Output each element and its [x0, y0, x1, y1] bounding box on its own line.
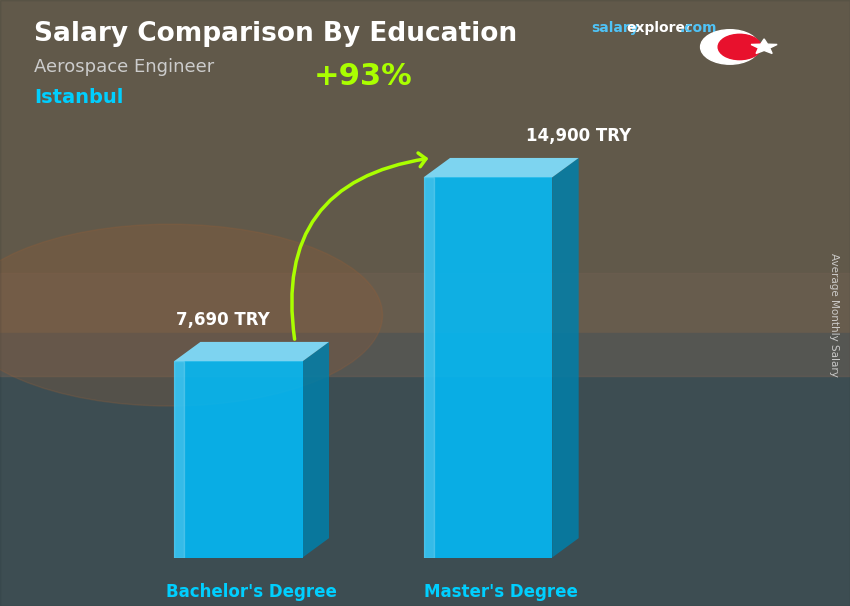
Bar [423, 178, 552, 558]
Text: explorer: explorer [626, 21, 692, 35]
Polygon shape [303, 342, 329, 558]
Polygon shape [174, 342, 329, 361]
Polygon shape [423, 178, 434, 558]
Bar [174, 361, 303, 558]
Polygon shape [552, 158, 579, 558]
Text: Istanbul: Istanbul [34, 88, 123, 107]
Polygon shape [423, 158, 579, 178]
Circle shape [718, 35, 761, 59]
Text: 14,900 TRY: 14,900 TRY [526, 127, 632, 145]
Text: Aerospace Engineer: Aerospace Engineer [34, 58, 214, 76]
Polygon shape [174, 361, 184, 558]
Text: Average Monthly Salary: Average Monthly Salary [829, 253, 839, 377]
Text: .com: .com [680, 21, 717, 35]
Text: salary: salary [591, 21, 638, 35]
Text: +93%: +93% [314, 62, 412, 91]
Circle shape [700, 30, 759, 64]
Polygon shape [751, 39, 777, 53]
Text: Master's Degree: Master's Degree [424, 583, 578, 601]
Ellipse shape [0, 224, 382, 406]
Text: Salary Comparison By Education: Salary Comparison By Education [34, 21, 517, 47]
Text: Bachelor's Degree: Bachelor's Degree [166, 583, 337, 601]
Text: 7,690 TRY: 7,690 TRY [176, 311, 270, 329]
